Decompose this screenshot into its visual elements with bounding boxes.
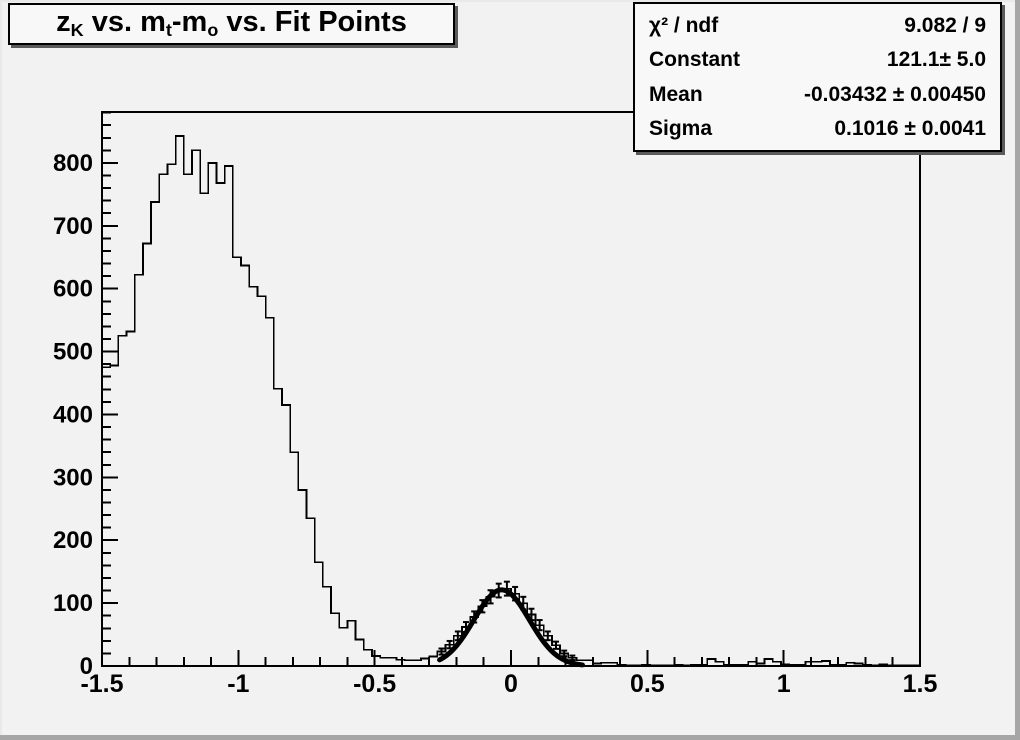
- plot-title-box: zK vs. mt-mo vs. Fit Points: [8, 3, 455, 45]
- stats-label-sigma: Sigma: [649, 117, 713, 141]
- stats-row-chi2: χ² / ndf 9.082 / 9: [635, 15, 1000, 36]
- y-tick-label: 600: [53, 276, 93, 303]
- x-tick-label: -0.5: [353, 670, 396, 698]
- y-tick-label: 700: [53, 213, 93, 240]
- stats-value-sigma: 0.1016 ± 0.0041: [834, 117, 986, 141]
- stats-value-chi2: 9.082 / 9: [904, 13, 986, 37]
- stats-row-constant: Constant 121.1± 5.0: [635, 49, 1000, 70]
- x-tick-label: 1: [777, 670, 791, 698]
- x-tick-label: 1.5: [903, 670, 938, 698]
- x-tick-label: 0.5: [630, 670, 665, 698]
- stats-row-mean: Mean -0.03432 ± 0.00450: [635, 84, 1000, 105]
- y-tick-label: 300: [53, 464, 93, 491]
- stats-label-mean: Mean: [649, 82, 703, 106]
- gaussian-fit-curve: [437, 587, 585, 668]
- stats-row-sigma: Sigma 0.1016 ± 0.0041: [635, 118, 1000, 139]
- x-tick-label: -1: [227, 670, 249, 698]
- x-tick-label: -1.5: [80, 670, 123, 698]
- plot-title: zK vs. mt-mo vs. Fit Points: [56, 6, 407, 41]
- y-tick-label: 500: [53, 339, 93, 366]
- stats-label-constant: Constant: [649, 48, 740, 72]
- stats-value-mean: -0.03432 ± 0.00450: [803, 82, 986, 106]
- y-tick-label: 0: [80, 653, 93, 680]
- y-tick-label: 800: [53, 150, 93, 177]
- y-tick-label: 100: [53, 590, 93, 617]
- stats-label-chi2: χ² / ndf: [649, 13, 719, 37]
- histogram-path: [101, 135, 921, 667]
- x-axis-labels: -1.5 -1 -0.5 0 0.5 1 1.5: [80, 670, 937, 698]
- stats-value-constant: 121.1± 5.0: [886, 48, 986, 72]
- x-tick-label: 0: [504, 670, 518, 698]
- plot-frame: [101, 111, 921, 667]
- y-tick-label: 400: [53, 401, 93, 428]
- y-axis-labels: 0 100 200 300 400 500 600 700 800: [53, 150, 93, 680]
- y-tick-label: 200: [53, 527, 93, 554]
- fit-stats-box: χ² / ndf 9.082 / 9 Constant 121.1± 5.0 M…: [633, 2, 1002, 152]
- axis-ticks: [101, 111, 921, 667]
